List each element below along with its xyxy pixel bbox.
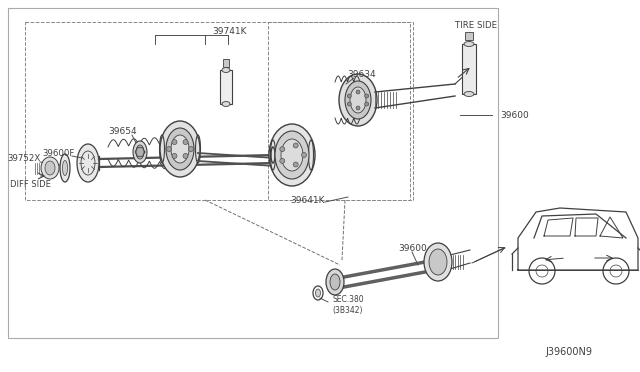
Ellipse shape [77,144,99,182]
Ellipse shape [429,249,447,275]
Text: TIRE SIDE: TIRE SIDE [455,20,497,29]
Ellipse shape [189,147,193,151]
Text: 39741K: 39741K [212,26,247,35]
Ellipse shape [301,153,307,157]
Ellipse shape [41,157,59,179]
Text: 39600F: 39600F [43,148,75,157]
Bar [8,8,498,338]
Ellipse shape [330,274,340,290]
Ellipse shape [280,158,285,163]
Ellipse shape [339,74,377,126]
Ellipse shape [166,147,172,151]
Ellipse shape [160,121,200,177]
Text: DIFF SIDE: DIFF SIDE [10,180,51,189]
Ellipse shape [365,102,369,106]
Text: 39654: 39654 [109,126,138,135]
Ellipse shape [60,154,70,182]
Ellipse shape [348,94,351,98]
Ellipse shape [222,102,230,106]
Ellipse shape [136,145,144,159]
Ellipse shape [172,153,177,158]
Ellipse shape [424,243,452,281]
Bar [25,22,410,200]
Bar [223,59,229,67]
Ellipse shape [464,92,474,96]
Ellipse shape [281,139,303,171]
Ellipse shape [464,42,474,46]
Bar [465,32,473,40]
Bar [462,44,476,94]
Ellipse shape [275,131,309,179]
Bar [268,22,413,200]
Text: 39752X: 39752X [8,154,40,163]
Ellipse shape [350,87,366,113]
Ellipse shape [356,106,360,110]
Ellipse shape [166,128,194,170]
Ellipse shape [326,269,344,295]
Text: J39600N9: J39600N9 [545,347,592,357]
Ellipse shape [365,94,369,98]
Ellipse shape [133,141,147,163]
Ellipse shape [63,160,67,176]
Ellipse shape [183,140,188,145]
Text: 39600: 39600 [500,110,529,119]
Ellipse shape [269,124,315,186]
Ellipse shape [171,135,189,163]
Ellipse shape [345,81,371,119]
Ellipse shape [316,289,321,297]
Ellipse shape [348,102,351,106]
Ellipse shape [183,153,188,158]
Text: 39641K: 39641K [291,196,325,205]
Ellipse shape [293,162,298,167]
Ellipse shape [293,143,298,148]
Ellipse shape [45,161,55,175]
Text: SEC.380
(3B342): SEC.380 (3B342) [332,295,364,315]
Ellipse shape [222,67,230,73]
Ellipse shape [356,90,360,94]
Ellipse shape [172,140,177,145]
Text: 39600: 39600 [399,244,428,253]
Ellipse shape [280,147,285,152]
Text: 39634: 39634 [348,70,376,78]
Bar [220,70,232,104]
